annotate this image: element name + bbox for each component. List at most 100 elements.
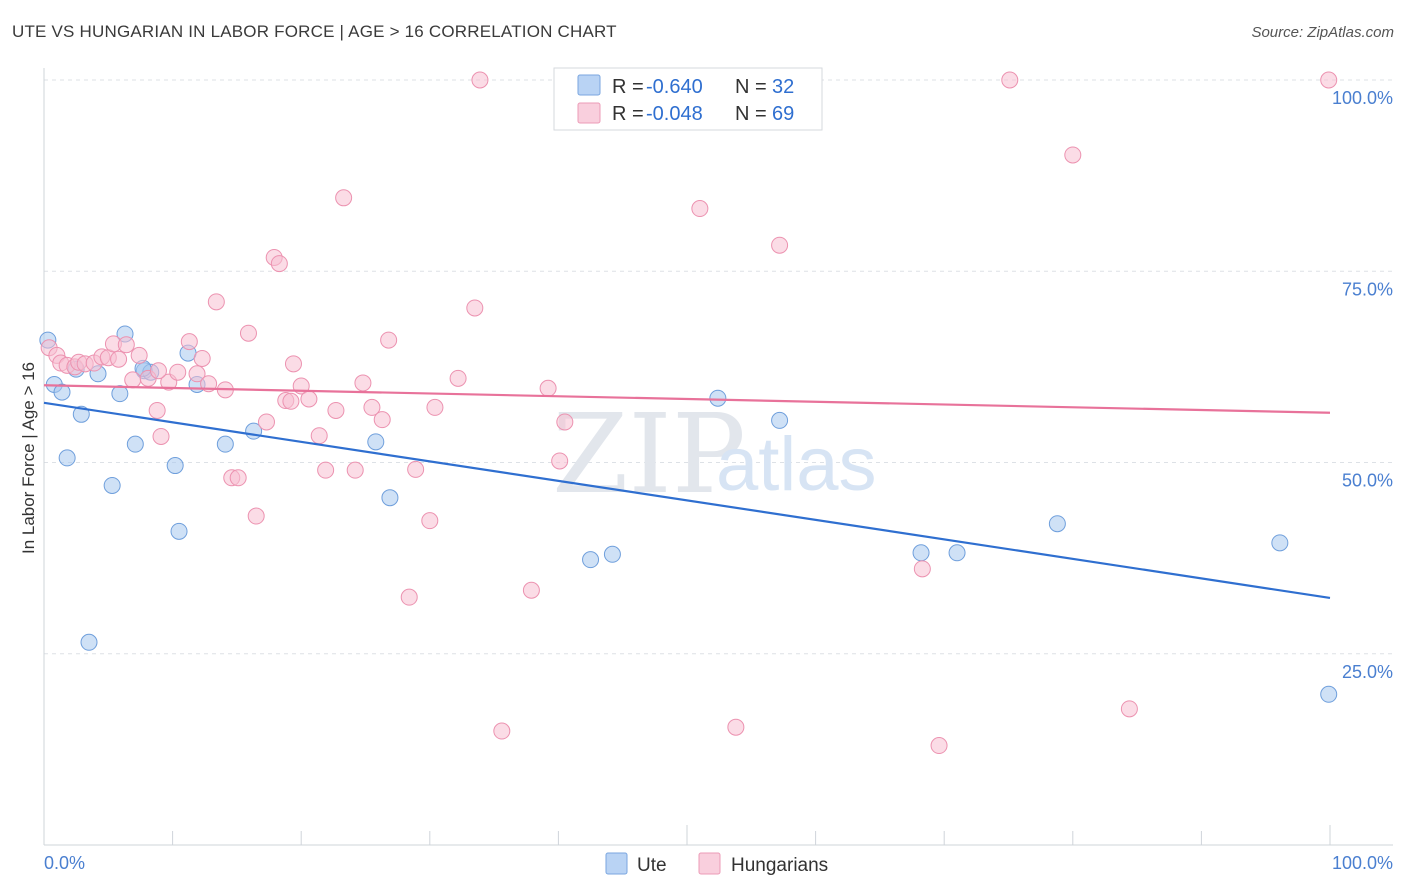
hungarians-data-point (327, 401, 345, 419)
hungarians-data-point (466, 299, 484, 317)
ute-data-point (771, 411, 789, 429)
y-tick-label: 75.0% (1342, 279, 1393, 299)
bottom-legend-ute-label: Ute (637, 855, 667, 876)
hungarians-data-point (1001, 71, 1019, 89)
ute-data-point (912, 544, 930, 562)
axes-layer (43, 68, 1393, 846)
ute-data-point (381, 489, 399, 507)
ute-data-point (1320, 685, 1338, 703)
hungarians-data-point (207, 293, 225, 311)
ute-data-point (126, 435, 144, 453)
hungarians-data-point (373, 411, 391, 429)
hungarians-data-point (117, 336, 135, 354)
legend-ute-r-value: -0.640 (646, 76, 703, 98)
legend-hungarians-n-label: N = (735, 103, 767, 125)
ute-trend-line (43, 401, 1331, 599)
hungarians-data-point (421, 512, 439, 530)
hungarians-data-point (188, 365, 206, 383)
hungarians-data-point (691, 200, 709, 218)
hungarians-data-point (130, 346, 148, 364)
bottom-legend-hungarians-swatch (698, 852, 721, 875)
ute-data-point (367, 433, 385, 451)
legend-ute-n-label: N = (735, 76, 767, 98)
legend-hungarians-n-value: 69 (772, 103, 794, 125)
hungarians-data-point (1120, 700, 1138, 718)
hungarians-data-point (551, 452, 569, 470)
hungarians-data-point (426, 398, 444, 416)
hungarians-data-point (346, 461, 364, 479)
hungarians-data-point (471, 71, 489, 89)
hungarians-data-point (400, 588, 418, 606)
hungarians-data-point (247, 507, 265, 525)
legend-ute-n-value: 32 (772, 76, 794, 98)
y-tick-label: 100.0% (1332, 88, 1393, 108)
hungarians-data-point (1320, 71, 1338, 89)
hungarians-data-point (110, 350, 128, 368)
hungarians-data-point (270, 255, 288, 273)
ute-data-point (216, 435, 234, 453)
hungarians-data-point (169, 363, 187, 381)
hungarians-data-point (493, 722, 511, 740)
chart-title: UTE VS HUNGARIAN IN LABOR FORCE | AGE > … (12, 22, 617, 41)
hungarians-data-point (284, 355, 302, 373)
hungarians-data-point (282, 392, 300, 410)
ute-data-point (53, 383, 71, 401)
hungarians-data-point (180, 333, 198, 351)
hungarians-data-point (229, 469, 247, 487)
points-layer (39, 71, 1338, 755)
y-axis-label: In Labor Force | Age > 16 (19, 362, 38, 554)
hungarians-data-point (363, 398, 381, 416)
hungarians-data-point (149, 362, 167, 380)
ute-data-point (709, 389, 727, 407)
hungarians-data-point (257, 413, 275, 431)
hungarians-data-point (239, 324, 257, 342)
hungarians-data-point (556, 413, 574, 431)
hungarians-data-point (354, 374, 372, 392)
hungarians-data-point (300, 390, 318, 408)
hungarians-data-point (539, 379, 557, 397)
hungarians-data-point (380, 331, 398, 349)
legend-hungarians-r-label: R = (612, 103, 644, 125)
legend-hungarians-swatch (577, 102, 601, 124)
x-tick-label-right: 100.0% (1332, 853, 1393, 873)
ute-data-point (166, 457, 184, 475)
legend-ute-r-label: R = (612, 76, 644, 98)
ute-data-point (1048, 515, 1066, 533)
ute-data-point (1271, 534, 1289, 552)
ute-data-point (103, 476, 121, 494)
ute-data-point (72, 405, 90, 423)
watermark: ZIP atlas (552, 390, 877, 518)
trend-layer (43, 384, 1331, 599)
ute-data-point (111, 385, 129, 403)
hungarians-data-point (1064, 146, 1082, 164)
legend-ute-swatch (577, 74, 601, 96)
hungarians-data-point (449, 369, 467, 387)
hungarians-data-point (124, 371, 142, 389)
hungarians-data-point (317, 461, 335, 479)
hungarians-data-point (335, 189, 353, 207)
hungarians-data-point (148, 401, 166, 419)
hungarians-data-point (771, 236, 789, 254)
legend-hungarians-r-value: -0.048 (646, 103, 703, 125)
watermark-atlas: atlas (716, 422, 877, 507)
ute-data-point (170, 522, 188, 540)
hungarians-data-point (310, 427, 328, 445)
bottom-legend: Ute Hungarians (605, 852, 828, 876)
x-tick-label-left: 0.0% (44, 853, 85, 873)
watermark-zip: ZIP (552, 390, 746, 518)
y-tick-label: 25.0% (1342, 662, 1393, 682)
hungarians-data-point (152, 427, 170, 445)
ute-data-point (80, 633, 98, 651)
hungarians-data-point (930, 737, 948, 755)
bottom-legend-ute-swatch (605, 852, 628, 875)
ute-data-point (948, 544, 966, 562)
bottom-legend-hungarians-label: Hungarians (731, 855, 828, 876)
ute-data-point (582, 551, 600, 569)
hungarians-data-point (407, 460, 425, 478)
tick-layer: 100.0% 75.0% 50.0% 25.0% (1332, 88, 1393, 682)
y-tick-label: 50.0% (1342, 471, 1393, 491)
hungarians-data-point (522, 581, 540, 599)
hungarians-data-point (913, 560, 931, 578)
hungarians-data-point (193, 349, 211, 367)
